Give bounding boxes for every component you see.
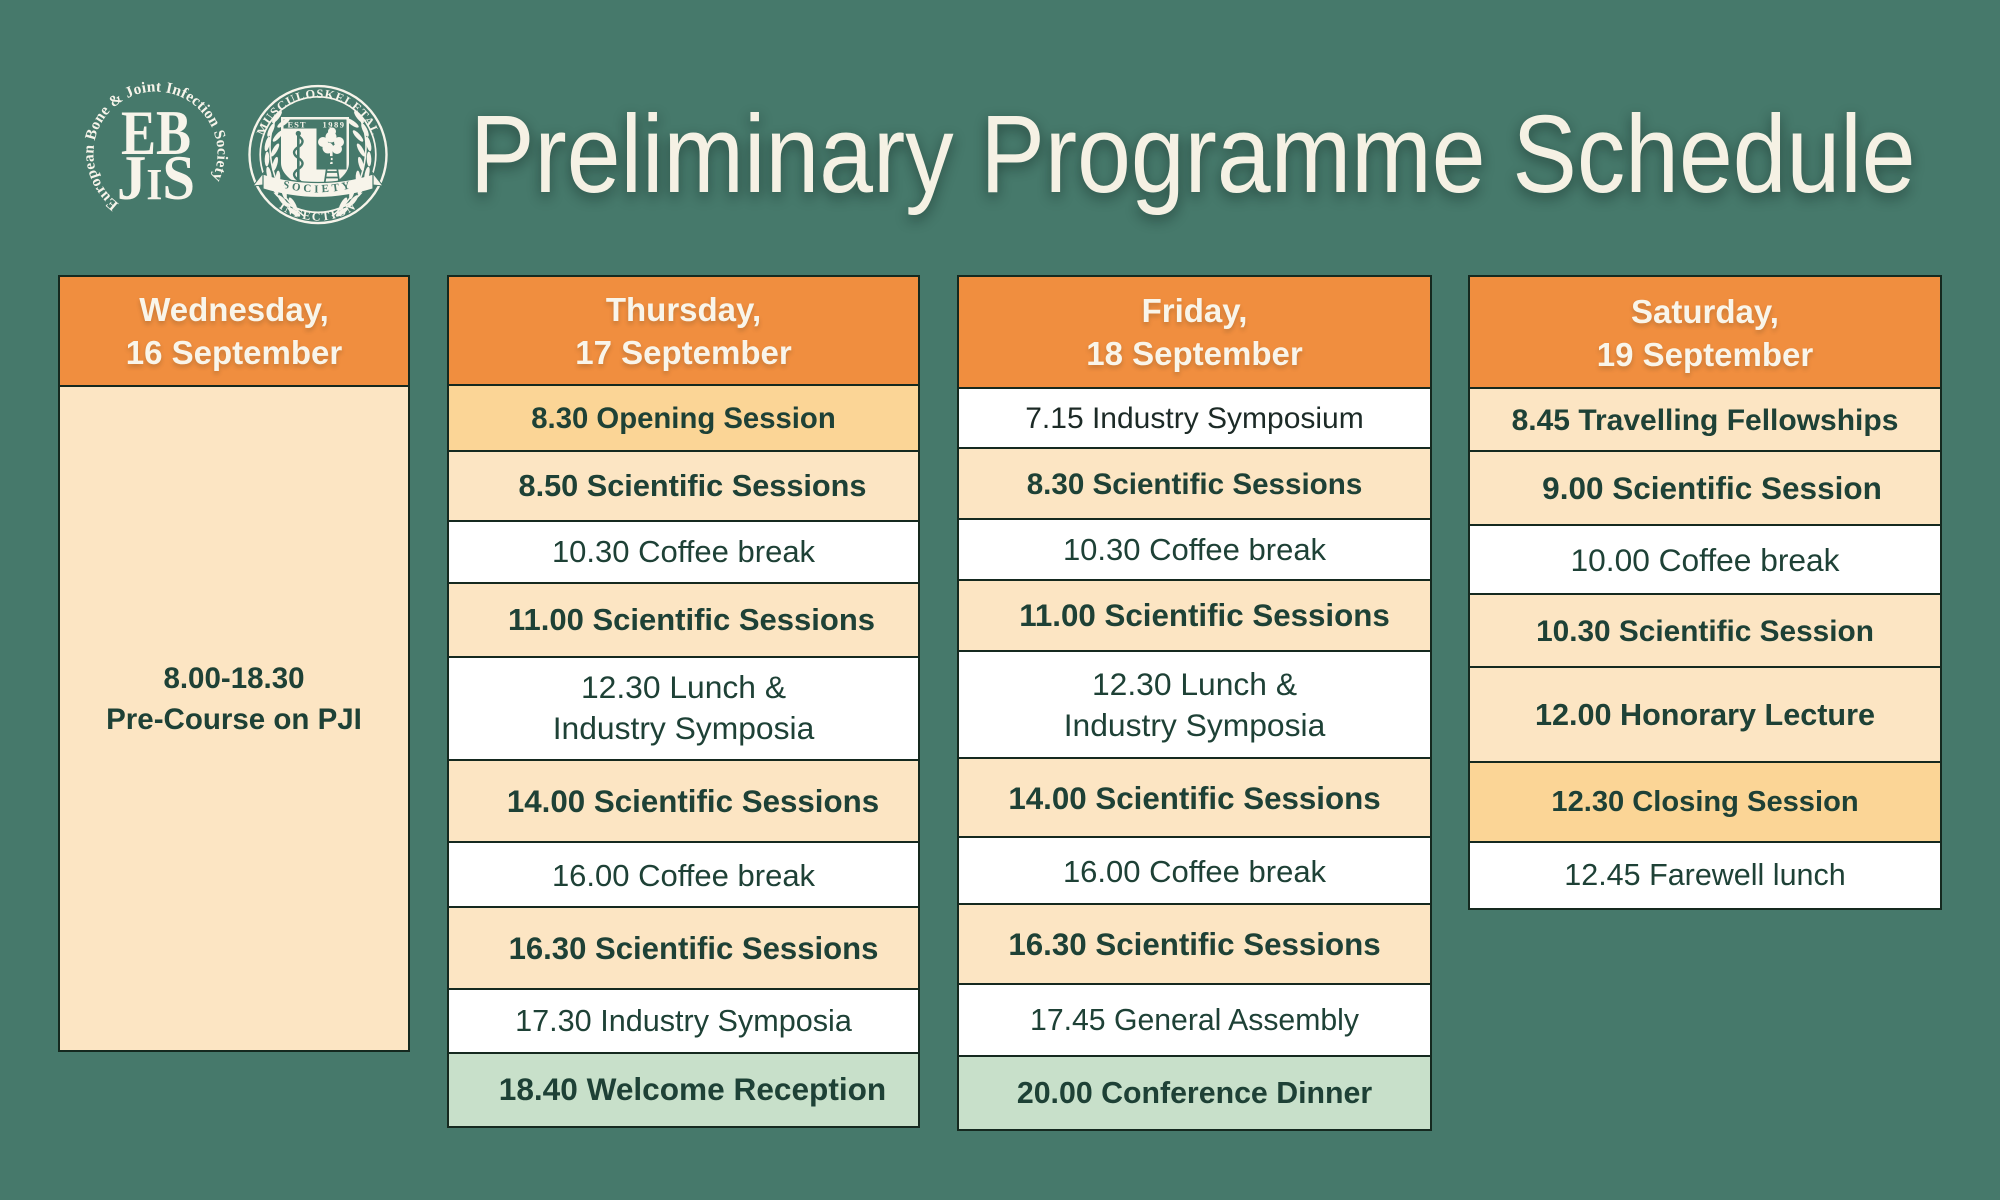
- svg-text:1989: 1989: [323, 119, 346, 129]
- svg-text:JIS: JIS: [117, 143, 195, 213]
- svg-text:SOCIETY: SOCIETY: [282, 179, 354, 195]
- svg-text:EB: EB: [121, 98, 191, 168]
- svg-text:EST: EST: [287, 119, 306, 129]
